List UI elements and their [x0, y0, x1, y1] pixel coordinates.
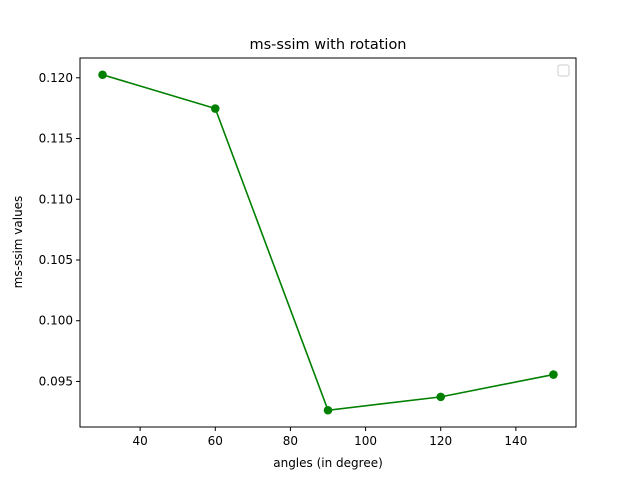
data-point — [549, 370, 558, 379]
plot-area — [79, 57, 577, 428]
x-axis-ticks: 40 60 80 100 120 140 — [132, 427, 527, 448]
x-tick-label: 60 — [208, 434, 223, 448]
y-axis-label: ms-ssim values — [11, 196, 25, 289]
plot-frame — [79, 57, 577, 428]
series-layer — [98, 70, 558, 415]
y-tick-label: 0.110 — [39, 192, 73, 206]
x-tick-label: 140 — [504, 434, 527, 448]
y-axis-ticks: 0.095 0.100 0.105 0.110 0.115 0.120 — [39, 71, 80, 388]
x-axis-label: angles (in degree) — [273, 456, 383, 470]
y-tick-label: 0.095 — [39, 374, 73, 388]
data-point — [436, 392, 446, 402]
legend-box — [557, 64, 570, 77]
chart-title: ms-ssim with rotation — [249, 37, 406, 53]
y-tick-label: 0.115 — [39, 132, 73, 146]
x-tick-label: 120 — [429, 434, 452, 448]
data-point — [210, 104, 220, 113]
data-point — [323, 405, 333, 415]
y-tick-label: 0.120 — [39, 71, 73, 85]
data-point — [98, 70, 107, 80]
x-tick-label: 40 — [132, 434, 147, 448]
x-tick-label: 100 — [354, 434, 377, 448]
y-tick-label: 0.105 — [39, 253, 73, 267]
y-tick-label: 0.100 — [39, 314, 73, 328]
x-tick-label: 80 — [283, 434, 298, 448]
